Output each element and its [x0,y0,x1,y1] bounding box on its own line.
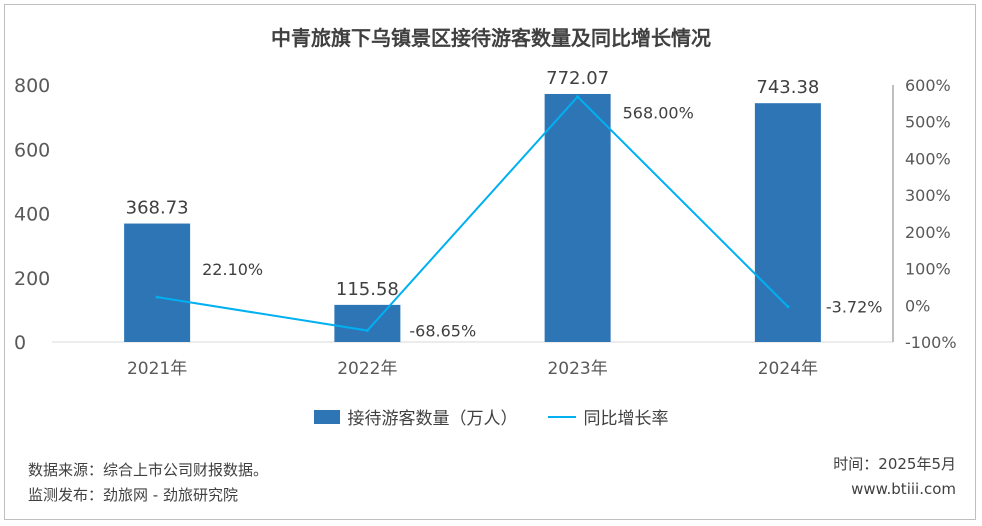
legend-swatch-line [547,415,576,418]
x-tick-label: 2024年 [758,359,818,379]
growth-data-label: -68.65% [409,321,476,340]
legend-label-visitors: 接待游客数量（万人） [347,409,518,429]
y-right-tick-label: 400% [905,149,951,168]
bar-data-label: 368.73 [126,198,189,219]
growth-point [155,295,159,299]
y-right-tick-label: 500% [905,113,951,132]
data-source: 数据来源：综合上市公司财报数据。 [28,461,269,479]
y-left-tick-label: 400 [14,204,50,226]
y-right-tick-label: 200% [905,223,951,242]
bar [544,93,611,343]
y-right-tick-label: 100% [905,260,951,279]
bar [124,223,191,342]
chart-title: 中青旅旗下乌镇景区接待游客数量及同比增长情况 [271,26,711,50]
legend-item-visitors: 接待游客数量（万人） [313,404,518,429]
chart-legend: 接待游客数量（万人） 同比增长率 [0,404,982,429]
footer-right: 时间：2025年5月 www.btiii.com [833,452,956,502]
y-left-tick-label: 600 [14,139,50,161]
bar-data-label: 115.58 [336,279,399,300]
website: www.btiii.com [851,480,956,498]
growth-data-label: 22.10% [202,260,263,279]
y-right-tick-label: 0% [905,296,930,315]
growth-point [576,95,580,99]
y-left-tick-label: 200 [14,268,50,290]
y-left-tick-label: 0 [14,332,26,354]
bar-data-label: 772.07 [546,68,609,89]
chart-frame [4,4,976,520]
legend-swatch-bar [313,409,340,424]
growth-data-label: 568.00% [623,104,694,123]
bar [754,103,821,342]
growth-point [786,305,790,309]
y-left-tick-label: 800 [14,75,50,97]
publish-time: 时间：2025年5月 [833,455,956,473]
footer-left: 数据来源：综合上市公司财报数据。 监测发布：劲旅网 - 劲旅研究院 [28,458,268,508]
y-right-tick-label: 300% [905,186,951,205]
x-tick-label: 2023年 [547,359,607,379]
y-right-tick-label: 600% [905,76,951,95]
publisher: 监测发布：劲旅网 - 劲旅研究院 [28,486,238,504]
growth-data-label: -3.72% [826,298,883,317]
legend-item-growth: 同比增长率 [547,404,669,429]
x-tick-label: 2021年 [127,359,187,379]
growth-line [156,95,789,332]
x-tick-label: 2022年 [337,359,397,379]
bar-data-label: 743.38 [756,77,819,98]
y-right-tick-label: -100% [905,333,957,352]
bar [334,304,401,342]
legend-label-growth: 同比增长率 [583,409,669,429]
growth-point [365,328,369,332]
